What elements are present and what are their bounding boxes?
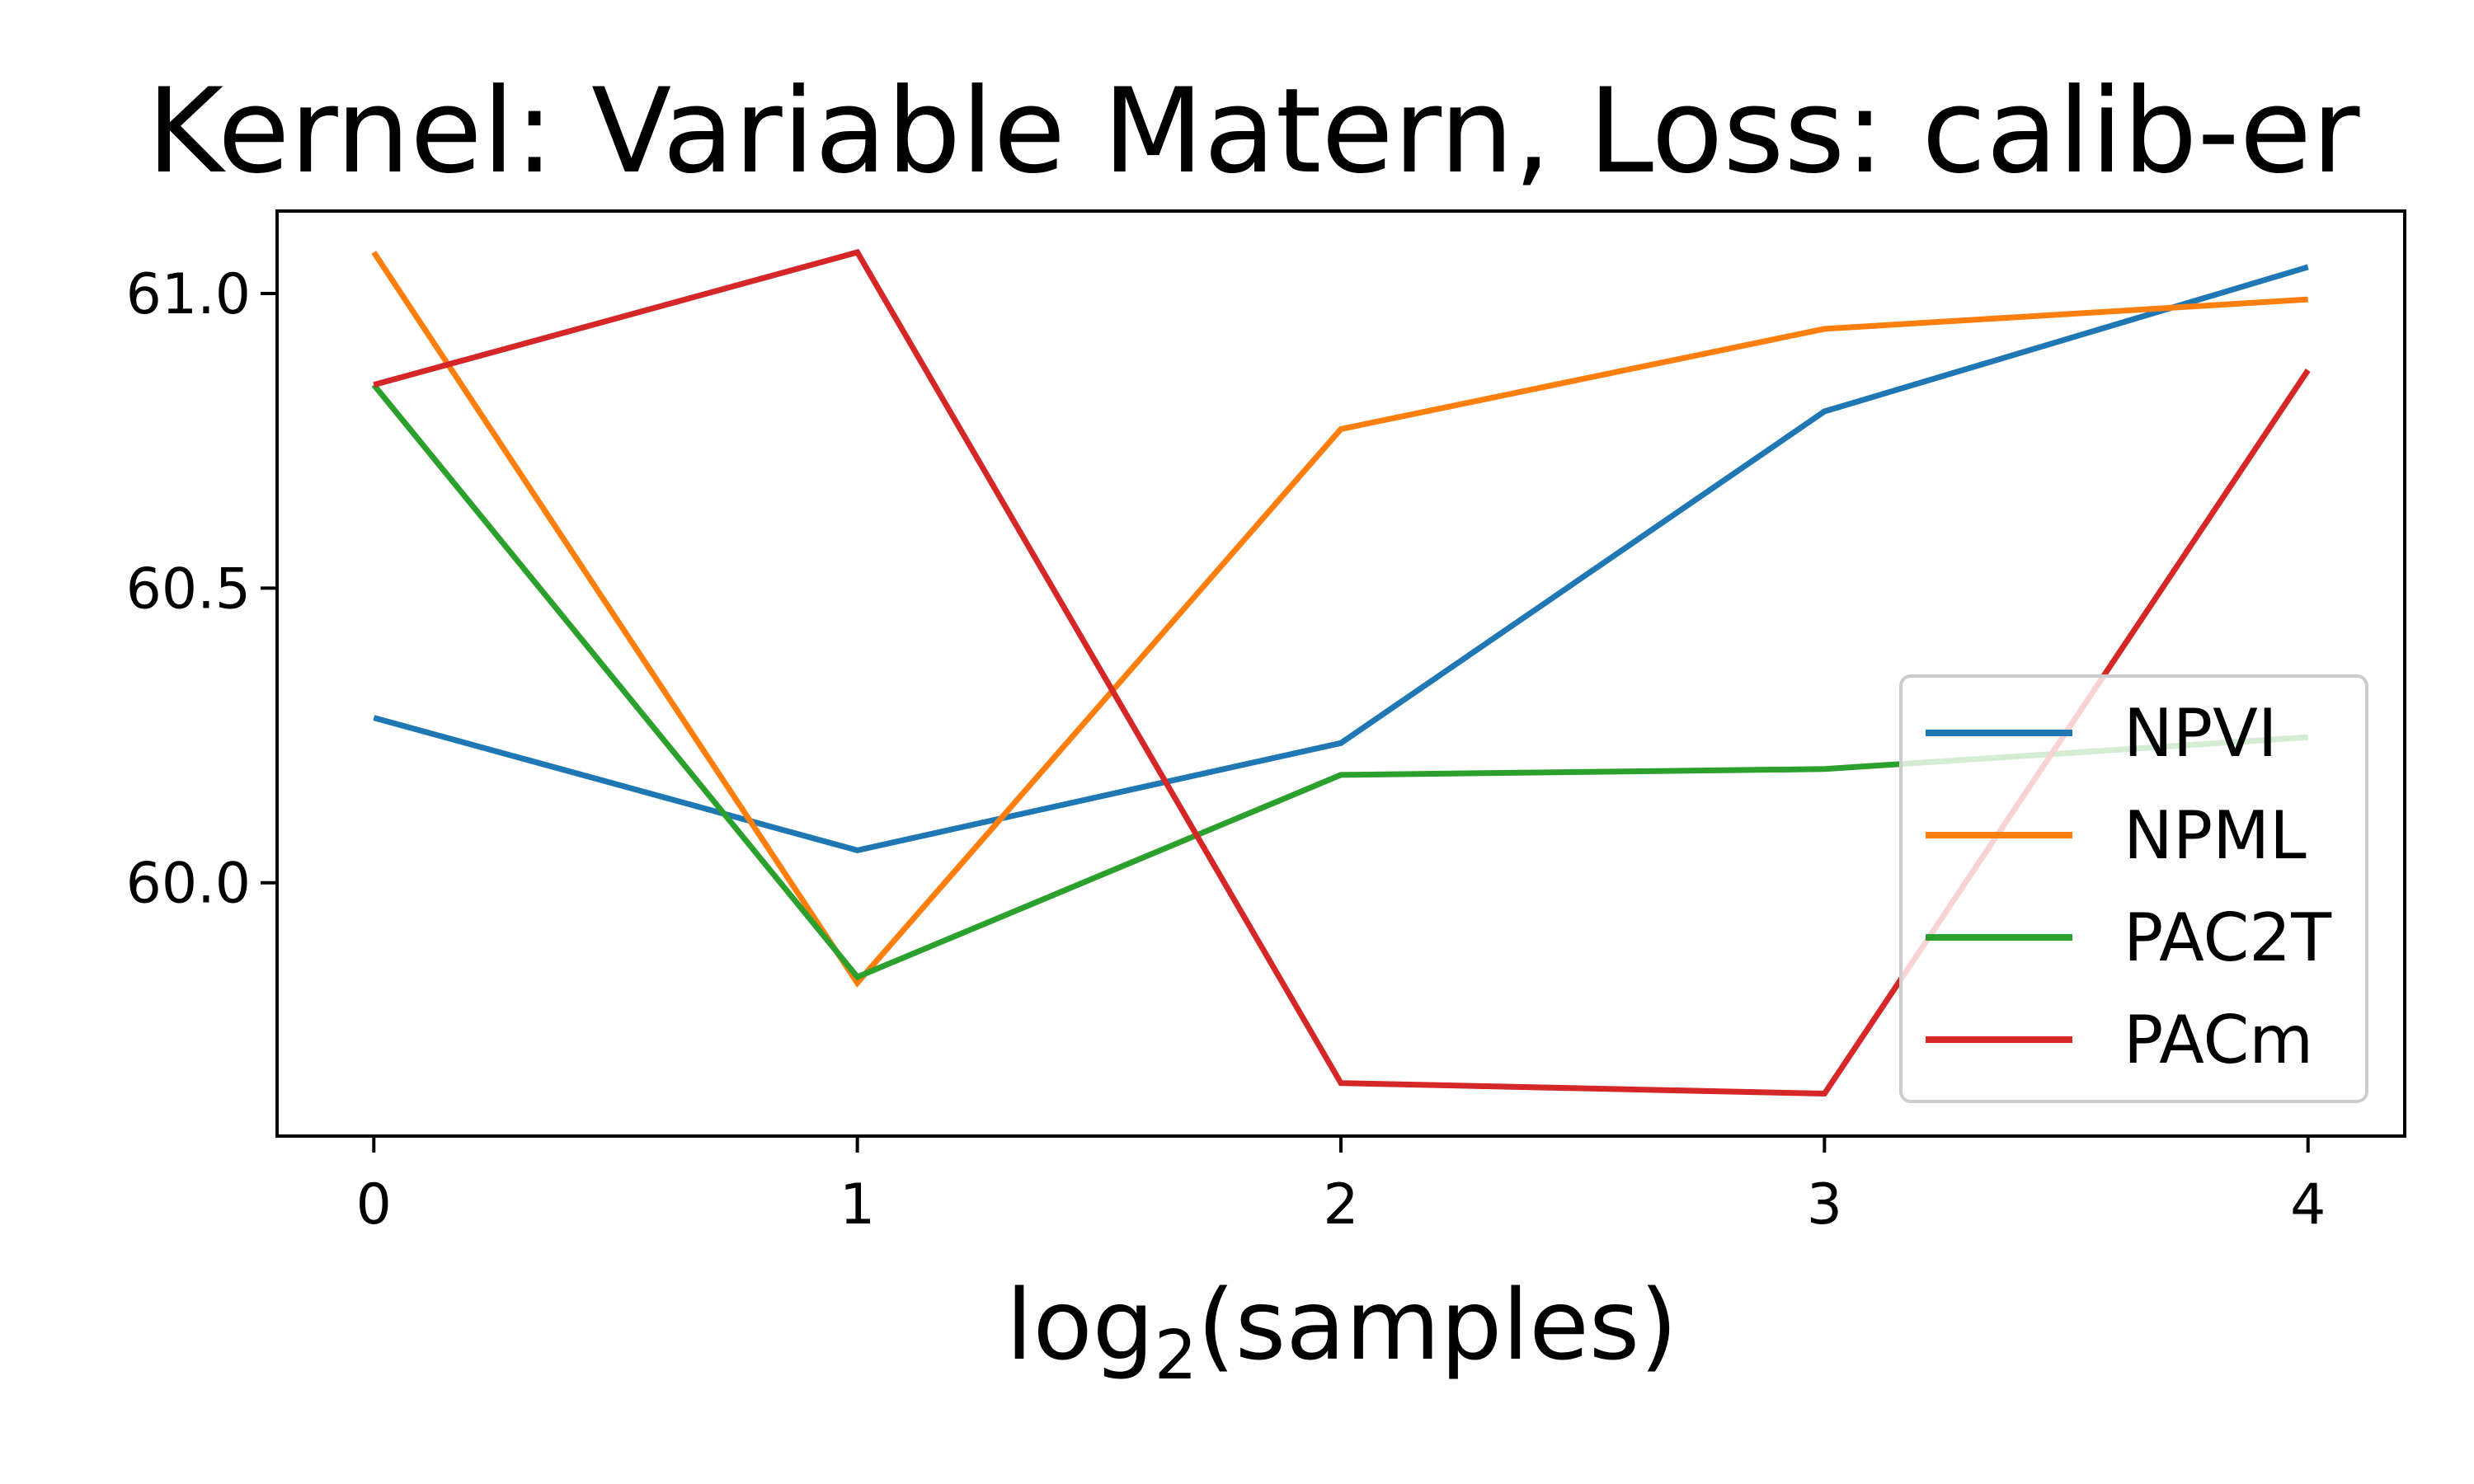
chart-title: Kernel: Variable Matern, Loss: calib-er (147, 63, 2360, 200)
legend-label-pacm: PACm (2124, 1002, 2313, 1078)
x-tick-label: 0 (356, 1172, 392, 1237)
y-axis: 60.0 60.5 61.0 (126, 262, 277, 917)
legend-label-pac2t: PAC2T (2124, 899, 2332, 976)
x-axis: 0 1 2 3 4 (356, 1136, 2326, 1237)
series-line-npml (371, 251, 2308, 988)
x-tick-label: 4 (2290, 1172, 2326, 1237)
legend: NPVI NPML PAC2T PACm (1899, 674, 2368, 1103)
x-axis-label-rest: (samples) (1197, 1268, 1678, 1382)
legend-label-npvi: NPVI (2124, 695, 2277, 772)
x-axis-label-subscript: 2 (1155, 1317, 1197, 1395)
y-tick-label: 60.0 (126, 852, 251, 917)
y-tick-label: 60.5 (126, 556, 251, 622)
legend-label-npml: NPML (2124, 797, 2307, 874)
x-axis-label-main: log (1006, 1268, 1155, 1382)
x-tick-label: 2 (1323, 1172, 1358, 1237)
series-line-npvi (373, 264, 2309, 854)
x-tick-label: 3 (1807, 1172, 1842, 1237)
x-axis-label: log2(samples) (1006, 1268, 1678, 1395)
legend-box (1899, 674, 2368, 1103)
x-tick-label: 1 (840, 1172, 875, 1237)
y-tick-label: 61.0 (126, 262, 251, 327)
